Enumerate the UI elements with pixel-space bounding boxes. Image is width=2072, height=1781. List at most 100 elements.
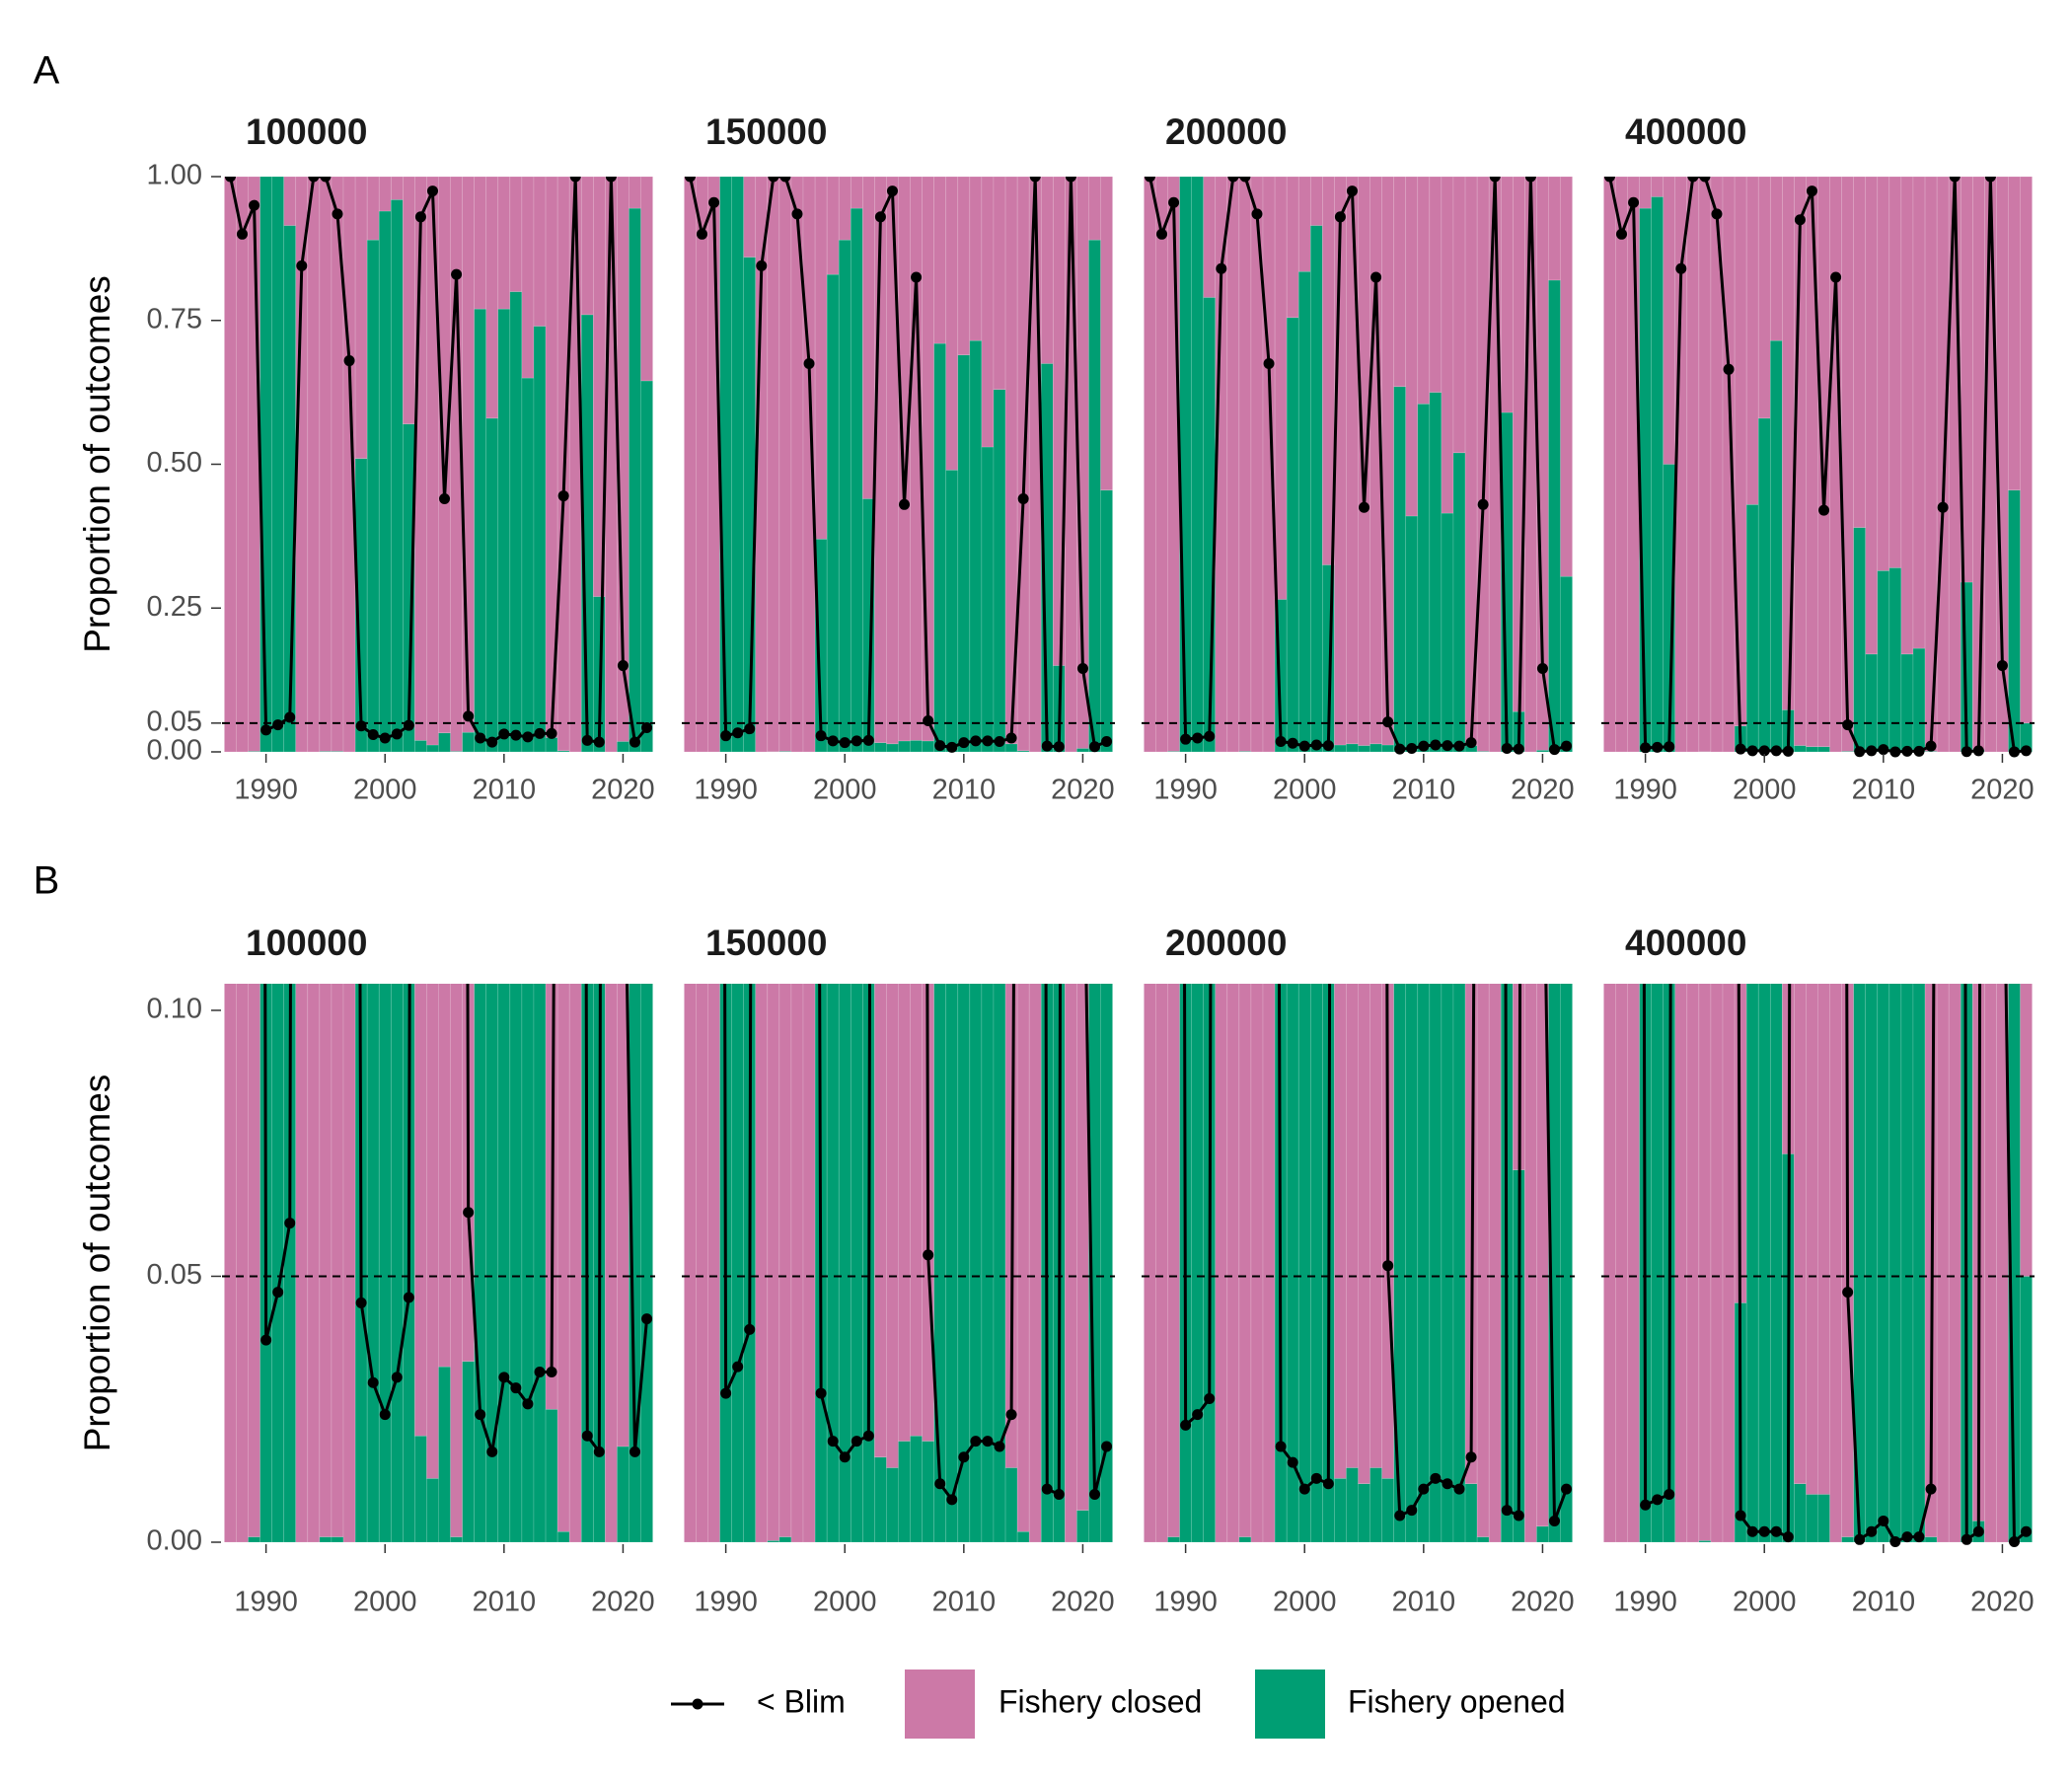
bar xyxy=(486,177,498,418)
blim-point xyxy=(744,1324,755,1335)
bar xyxy=(1901,177,1913,654)
blim-point xyxy=(1985,172,1996,183)
bar xyxy=(1913,177,1925,648)
bar xyxy=(1854,177,1866,528)
bar xyxy=(1854,528,1866,752)
blim-point xyxy=(1736,744,1746,755)
bar xyxy=(982,447,994,752)
x-tick-label: 2000 xyxy=(353,775,417,806)
bar xyxy=(994,177,1005,390)
bar xyxy=(1770,340,1782,752)
bar xyxy=(1818,1494,1830,1542)
bar xyxy=(1746,177,1758,504)
blim-point xyxy=(934,740,945,751)
bar xyxy=(546,1409,557,1542)
bar xyxy=(815,177,827,539)
blim-point xyxy=(851,735,862,746)
bar xyxy=(1144,177,1155,752)
blim-point xyxy=(840,737,851,748)
panel xyxy=(682,172,1115,753)
bar xyxy=(451,1537,463,1542)
legend-swatch xyxy=(905,1670,975,1739)
blim-point xyxy=(2009,1536,2020,1547)
blim-point xyxy=(463,1207,474,1218)
blim-point xyxy=(756,260,767,271)
bar xyxy=(1770,177,1782,340)
blim-point xyxy=(1973,1526,1984,1537)
blim-point xyxy=(510,1382,521,1393)
bar xyxy=(851,177,862,208)
blim-point xyxy=(498,728,509,739)
blim-point xyxy=(1089,741,1100,752)
bar xyxy=(1794,1484,1806,1542)
x-tick-label: 2010 xyxy=(1392,775,1456,806)
blim-point xyxy=(1771,1526,1782,1537)
bar xyxy=(1889,177,1901,567)
blim-point xyxy=(594,1447,605,1457)
blim-point xyxy=(982,735,993,746)
legend-swatch xyxy=(693,1699,703,1710)
panel-title: 150000 xyxy=(705,111,827,152)
y-tick-label: 0.05 xyxy=(147,706,202,738)
blim-point xyxy=(1866,1526,1877,1537)
bar xyxy=(1513,177,1524,711)
row-label: A xyxy=(34,49,60,93)
bar xyxy=(1878,177,1889,570)
bar xyxy=(899,741,911,752)
bar xyxy=(1359,746,1370,752)
blim-point xyxy=(1771,745,1782,756)
bar xyxy=(1076,1511,1088,1542)
blim-point xyxy=(1830,272,1841,283)
bar xyxy=(426,1478,438,1542)
blim-point xyxy=(828,1436,839,1447)
x-tick-label: 1990 xyxy=(1153,1587,1218,1618)
blim-point xyxy=(1006,1409,1017,1420)
bar xyxy=(934,177,946,343)
bar xyxy=(581,177,593,315)
blim-point xyxy=(946,742,957,753)
x-tick-label: 2010 xyxy=(473,1587,537,1618)
bar xyxy=(1925,1537,1937,1542)
blim-point xyxy=(1914,1531,1925,1542)
bar xyxy=(1204,177,1216,297)
bar xyxy=(1640,208,1652,752)
bar xyxy=(1536,1526,1548,1542)
bar xyxy=(629,208,640,752)
blim-point xyxy=(463,710,474,721)
blim-point xyxy=(1807,186,1817,196)
blim-point xyxy=(308,172,319,183)
blim-point xyxy=(1783,746,1794,757)
blim-point xyxy=(368,1377,379,1388)
bar xyxy=(1652,177,1664,196)
blim-point xyxy=(1628,197,1639,208)
bar xyxy=(236,177,248,752)
blim-point xyxy=(522,1398,533,1409)
bar xyxy=(546,737,557,752)
blim-point xyxy=(249,200,259,211)
bar xyxy=(320,1537,332,1542)
blim-point xyxy=(1490,172,1501,183)
blim-point xyxy=(1747,745,1758,756)
blim-point xyxy=(1783,1531,1794,1542)
blim-point xyxy=(995,736,1005,747)
bar xyxy=(439,733,451,752)
bar xyxy=(1818,177,1830,747)
blim-point xyxy=(1192,1409,1203,1420)
bar xyxy=(1239,177,1251,751)
blim-point xyxy=(851,1436,862,1447)
blim-point xyxy=(1854,746,1865,757)
blim-point xyxy=(1299,741,1310,752)
bar xyxy=(899,177,911,741)
blim-point xyxy=(1466,1451,1477,1462)
bar xyxy=(1901,654,1913,752)
blim-point xyxy=(1406,1505,1417,1516)
blim-point xyxy=(2021,745,2032,756)
bar xyxy=(463,177,475,732)
bar xyxy=(744,177,756,258)
bar xyxy=(1406,516,1418,752)
blim-point xyxy=(1430,740,1441,751)
blim-point xyxy=(1299,1484,1310,1495)
blim-point xyxy=(1640,742,1651,753)
blim-point xyxy=(475,1409,485,1420)
